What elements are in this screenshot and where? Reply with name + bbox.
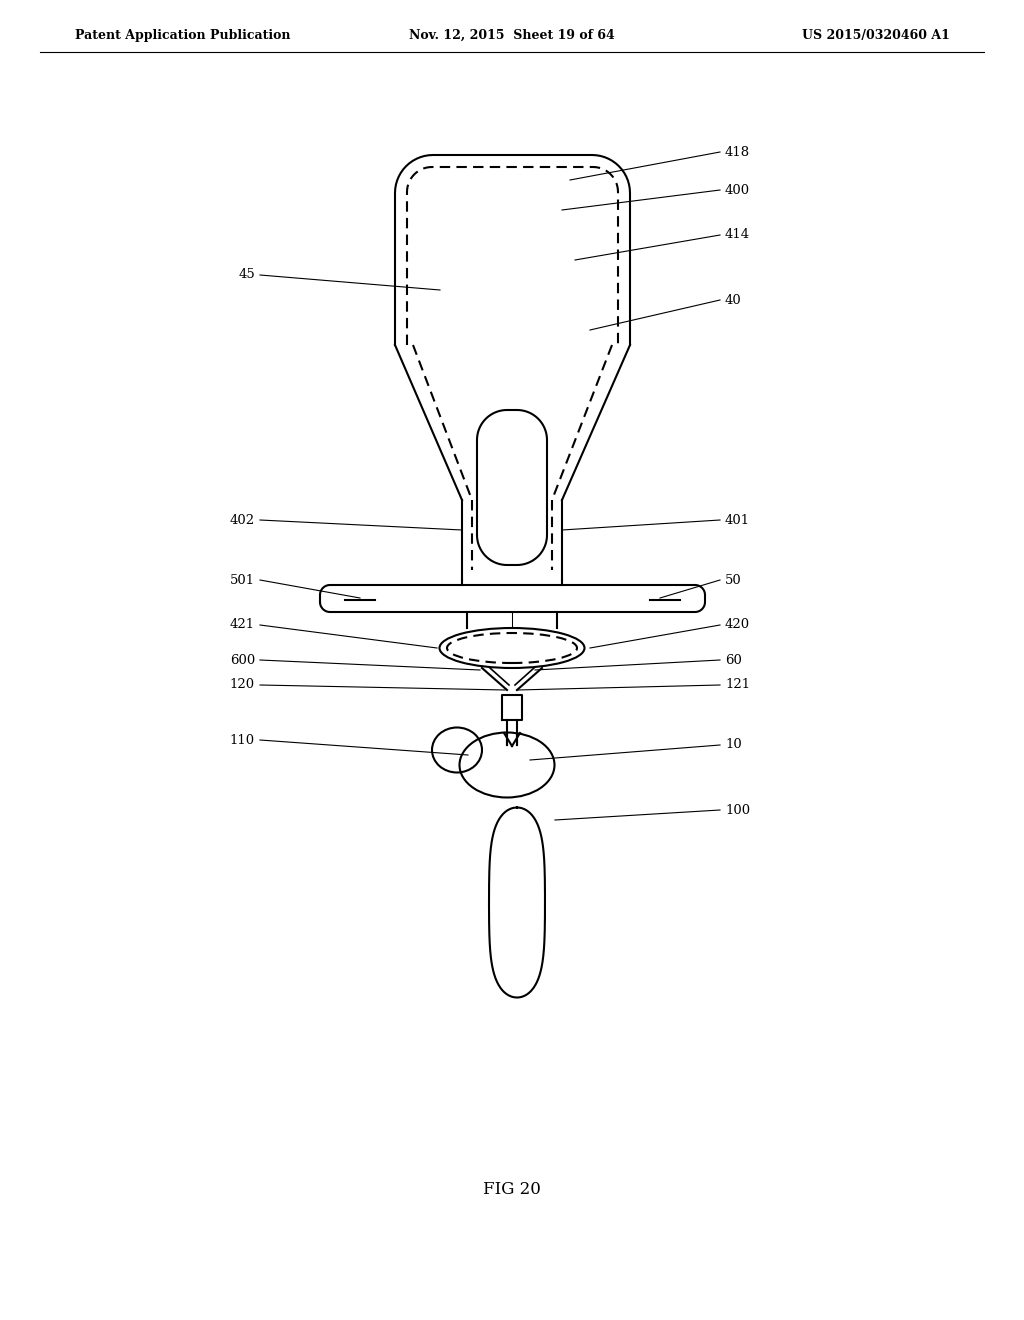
Text: 420: 420 [725, 619, 751, 631]
Text: 400: 400 [725, 183, 751, 197]
Text: 120: 120 [229, 678, 255, 692]
Text: 110: 110 [229, 734, 255, 747]
Text: US 2015/0320460 A1: US 2015/0320460 A1 [802, 29, 950, 41]
Text: 50: 50 [725, 573, 741, 586]
Text: 10: 10 [725, 738, 741, 751]
Text: 402: 402 [229, 513, 255, 527]
Text: 45: 45 [239, 268, 255, 281]
Text: 421: 421 [229, 619, 255, 631]
Text: 60: 60 [725, 653, 741, 667]
Text: 600: 600 [229, 653, 255, 667]
Text: 401: 401 [725, 513, 751, 527]
Text: 501: 501 [229, 573, 255, 586]
Text: Nov. 12, 2015  Sheet 19 of 64: Nov. 12, 2015 Sheet 19 of 64 [410, 29, 614, 41]
Text: 121: 121 [725, 678, 751, 692]
Text: Patent Application Publication: Patent Application Publication [75, 29, 291, 41]
Text: 100: 100 [725, 804, 751, 817]
Text: 418: 418 [725, 145, 751, 158]
Text: FIG 20: FIG 20 [483, 1181, 541, 1199]
Text: 414: 414 [725, 228, 751, 242]
Text: 40: 40 [725, 293, 741, 306]
